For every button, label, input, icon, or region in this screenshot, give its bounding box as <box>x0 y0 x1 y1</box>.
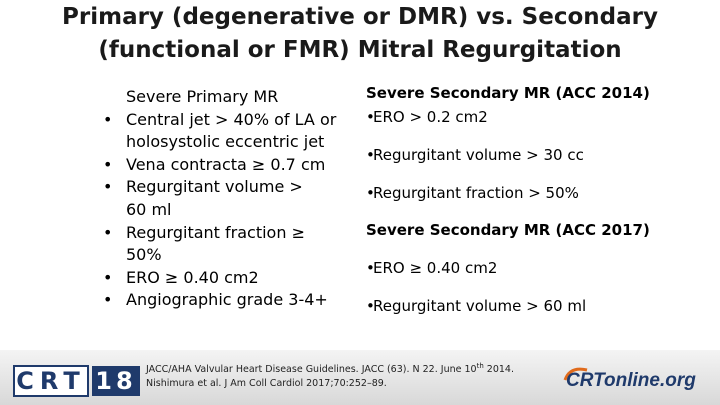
bullet: Regurgitant volume > 60 ml <box>103 176 321 221</box>
bullet: Regurgitant fraction ≥ 50% <box>103 222 311 267</box>
logo-text: 18 <box>95 367 136 395</box>
bullet: Regurgitant fraction > 50% <box>366 184 579 202</box>
bullet: Vena contracta ≥ 0.7 cm <box>103 154 343 177</box>
citation-sup: th <box>476 362 484 370</box>
left-heading: Severe Primary MR <box>126 87 279 106</box>
bullet: Regurgitant volume > 30 cc <box>366 146 584 164</box>
right-heading: Severe Secondary MR (ACC 2017) <box>366 221 650 239</box>
bullet: ERO ≥ 0.40 cm2 <box>366 259 497 277</box>
bullet: ERO > 0.2 cm2 <box>366 108 488 126</box>
logo-box <box>13 365 89 397</box>
bullet: Central jet > 40% of LA or holosystolic … <box>103 109 343 154</box>
citation: JACC/AHA Valvular Heart Disease Guidelin… <box>146 362 514 375</box>
left-column: Severe Primary MR Central jet > 40% of L… <box>103 86 343 312</box>
bullet: ERO ≥ 0.40 cm2 <box>103 267 343 290</box>
title-line: (functional or FMR) Mitral Regurgitation <box>98 37 622 63</box>
citation-text: 2014. <box>483 364 514 376</box>
citation-text: JACC/AHA Valvular Heart Disease Guidelin… <box>146 364 477 376</box>
logo-box <box>92 366 140 396</box>
footer-graphics: CRT 18 CRTonline.org <box>13 365 696 397</box>
logo-text: CRTonline.org <box>566 370 696 391</box>
bullet: Regurgitant volume > 60 ml <box>366 297 586 315</box>
bullet: Angiographic grade 3-4+ <box>103 289 343 312</box>
logo-swoosh <box>563 367 588 381</box>
right-heading: Severe Secondary MR (ACC 2014) <box>366 84 650 102</box>
logo-text: CRT <box>16 367 85 395</box>
title-line: Primary (degenerative or DMR) vs. Second… <box>62 4 658 30</box>
footer: CRT 18 CRTonline.org JACC/AHA Valvular H… <box>0 350 720 405</box>
citation: Nishimura et al. J Am Coll Cardiol 2017;… <box>146 378 387 389</box>
